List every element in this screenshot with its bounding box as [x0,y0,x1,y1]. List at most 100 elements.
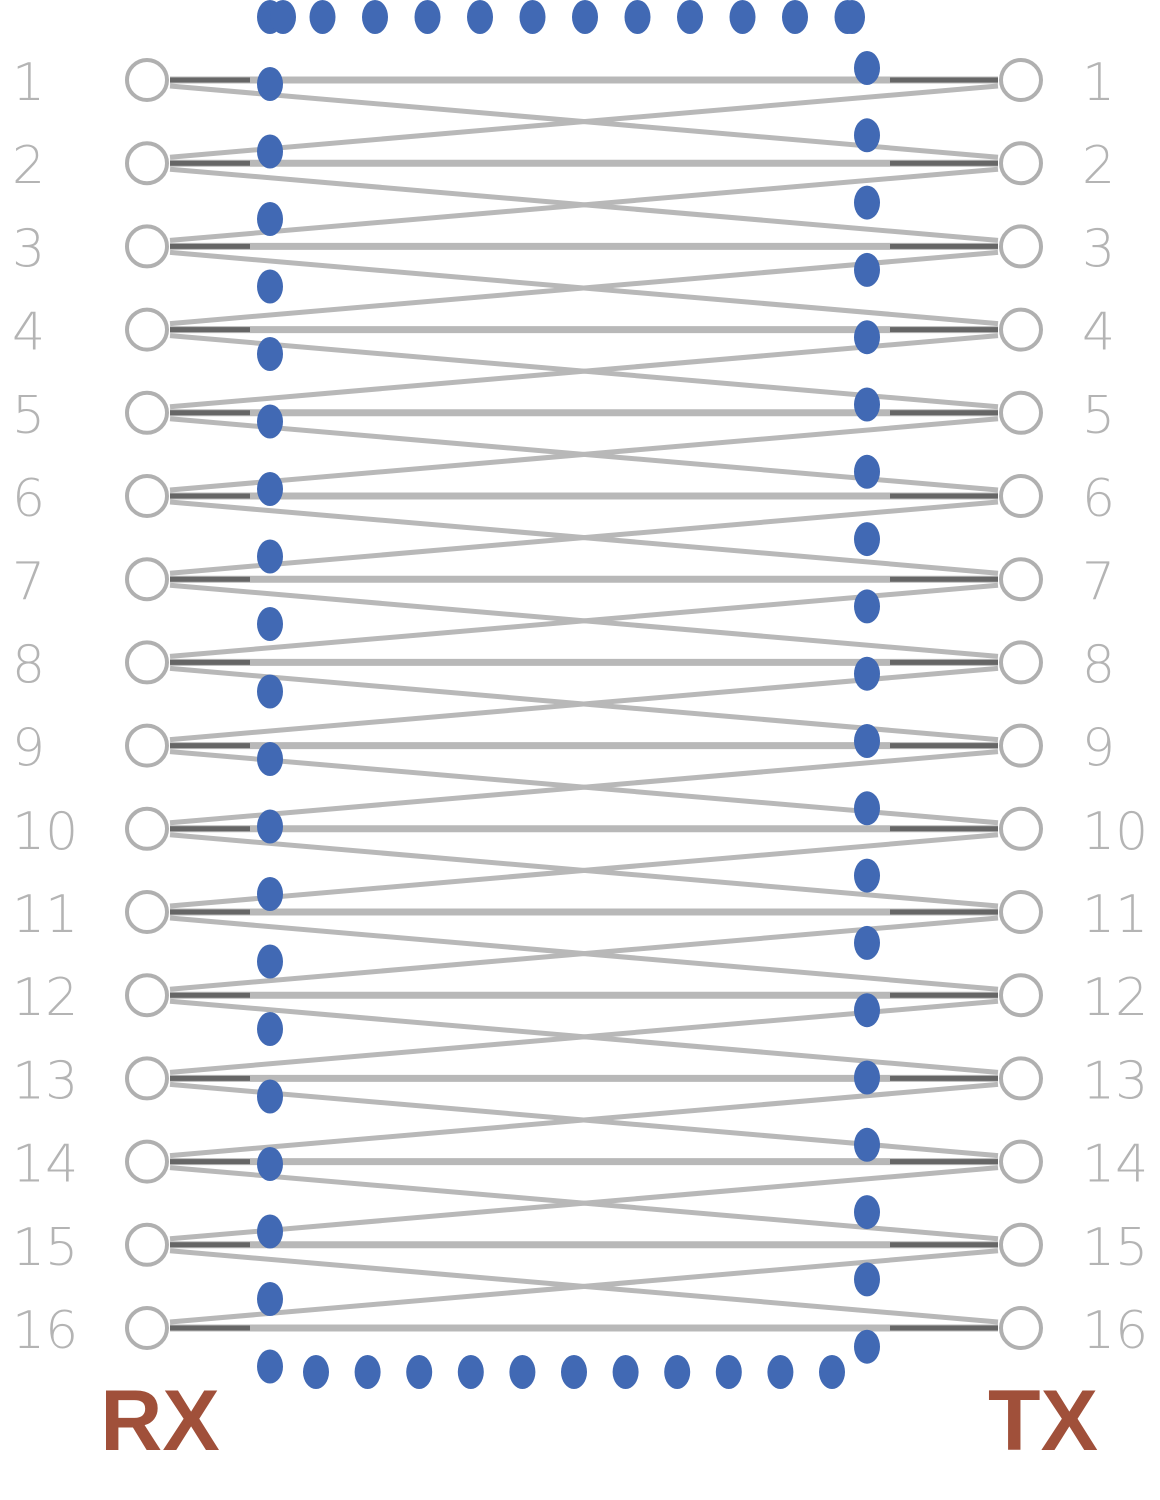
tx-pin-label: 5 [1082,386,1115,446]
rx-pin-circle [125,1222,169,1267]
tx-pin-circle [999,1056,1043,1101]
border-dot [854,993,880,1028]
border-dot [257,1147,283,1181]
border-dot [854,522,880,557]
border-dot [362,0,388,34]
border-dot [257,269,283,304]
border-dot [257,404,283,439]
tx-pin-circle [999,890,1043,934]
rx-pin-circle [125,1139,169,1184]
border-dot [854,387,880,422]
tx-pin-label: 6 [1082,469,1115,529]
border-dot [257,1012,283,1046]
rx-pin-label: 8 [12,635,45,695]
border-dot [854,185,880,220]
tx-pin-label: 2 [1082,136,1115,196]
border-dot [854,118,880,153]
tx-pin-circle [999,224,1043,269]
border-dot [257,1214,283,1249]
border-dot [509,1355,536,1389]
border-dot [257,202,283,236]
border-dot [467,0,493,34]
crossover-wire [169,1248,999,1325]
dotted-border [257,0,880,1389]
rx-pin-label: 15 [12,1218,78,1278]
rx-pin-circle [125,723,169,768]
border-dot [257,674,283,709]
tx-pin-circle [999,640,1043,685]
tx-pin-circle [999,723,1043,768]
rx-pin-label: 6 [12,469,45,529]
rx-pin-circle [125,224,169,269]
border-dot [257,337,283,371]
border-dot [257,742,283,776]
border-dot [782,0,808,34]
border-dot [854,1127,880,1162]
rx-pin-circle [125,640,169,685]
border-dot [715,1355,742,1389]
rx-pin-label: 10 [12,802,78,862]
crossover-wire [169,83,999,160]
border-dot [561,1355,587,1389]
border-dot [414,0,441,34]
tx-pin-circle [999,1306,1043,1350]
border-dot [303,1355,329,1389]
crossover-wire [169,416,999,493]
border-dot [309,0,336,34]
border-dot [854,1329,880,1364]
border-dot [257,67,283,101]
rx-pin-label: 9 [12,719,45,779]
rx-pin-circle [125,58,169,102]
border-dot [854,1195,880,1230]
tx-pin-circle [999,1139,1043,1184]
border-dot [664,1355,691,1389]
crossover-wire [169,1081,999,1159]
border-dot [854,320,880,355]
tx-pin-circle [999,474,1043,518]
rx-pin-circle [125,1306,169,1350]
rx-pin-label: 13 [12,1051,78,1111]
border-dot [624,0,651,34]
border-dot [677,0,703,34]
rx-pin-label: 14 [12,1135,78,1195]
rx-label: RX [100,1373,219,1469]
rx-pin-circle [125,973,169,1018]
border-dot [854,252,880,287]
border-dot [257,1079,283,1114]
border-dot [257,539,283,574]
border-dot [854,925,880,960]
border-dot [354,1355,381,1389]
rx-pin-label: 5 [12,386,45,446]
rx-pin-circle [125,307,169,352]
rx-pin-label: 1 [12,53,45,113]
rx-pin-label: 3 [12,219,45,279]
tx-pin-circle [999,557,1043,602]
tx-pin-label: 7 [1082,552,1115,612]
rx-pin-circle [125,141,169,186]
rx-pin-circle [125,1056,169,1101]
tx-pin-label: 1 [1082,53,1115,113]
crossover-wire [169,749,999,826]
rx-pin-circle [125,557,169,602]
border-dot [457,1355,484,1389]
border-dot [854,589,880,624]
border-dot [257,472,283,506]
tx-pin-circle [999,58,1043,102]
tx-pin-circle [999,307,1043,352]
tx-pin-circle [999,806,1043,851]
border-dot [767,1355,794,1389]
tx-label: TX [988,1373,1098,1469]
border-dot [839,0,865,34]
border-dot [854,1262,880,1297]
rx-pin-label: 4 [12,303,45,363]
border-dot [519,0,546,34]
rx-pin-circle [125,390,169,435]
tx-pin-circle [999,973,1043,1018]
tx-pin-label: 16 [1082,1301,1148,1361]
tx-pin-label: 8 [1082,635,1115,695]
border-dot [257,877,283,911]
border-dot [612,1355,639,1389]
border-dot [257,1282,283,1316]
